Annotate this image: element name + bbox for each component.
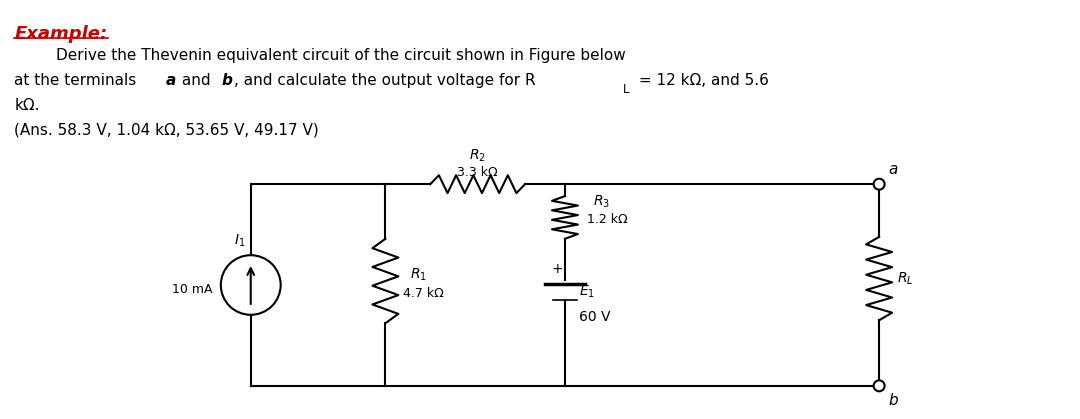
Text: 10 mA: 10 mA xyxy=(173,284,213,297)
Text: 60 V: 60 V xyxy=(579,310,610,324)
Text: b: b xyxy=(221,73,232,88)
Text: = 12 kΩ, and 5.6: = 12 kΩ, and 5.6 xyxy=(634,73,769,88)
Text: and: and xyxy=(177,73,215,88)
Text: 1.2 kΩ: 1.2 kΩ xyxy=(586,213,627,226)
Text: $E_1$: $E_1$ xyxy=(579,284,595,300)
Text: Example:: Example: xyxy=(14,25,108,43)
Text: $R_2$: $R_2$ xyxy=(469,148,486,164)
Text: b: b xyxy=(888,393,897,408)
Text: at the terminals: at the terminals xyxy=(14,73,141,88)
Text: $R_L$: $R_L$ xyxy=(897,270,914,287)
Text: a: a xyxy=(165,73,176,88)
Text: $I_1$: $I_1$ xyxy=(234,233,246,249)
Text: L: L xyxy=(623,83,630,96)
Text: 3.3 kΩ: 3.3 kΩ xyxy=(457,166,498,179)
Text: a: a xyxy=(888,162,897,177)
Text: (Ans. 58.3 V, 1.04 kΩ, 53.65 V, 49.17 V): (Ans. 58.3 V, 1.04 kΩ, 53.65 V, 49.17 V) xyxy=(14,123,319,137)
Text: 4.7 kΩ: 4.7 kΩ xyxy=(403,287,444,300)
Circle shape xyxy=(874,179,885,190)
Text: $R_3$: $R_3$ xyxy=(593,193,610,210)
Text: +: + xyxy=(551,261,563,276)
Text: Derive the Thevenin equivalent circuit of the circuit shown in Figure below: Derive the Thevenin equivalent circuit o… xyxy=(56,48,626,63)
Text: , and calculate the output voltage for R: , and calculate the output voltage for R xyxy=(233,73,536,88)
Text: $R_1$: $R_1$ xyxy=(410,267,428,283)
Circle shape xyxy=(874,380,885,391)
Text: kΩ.: kΩ. xyxy=(14,98,40,113)
